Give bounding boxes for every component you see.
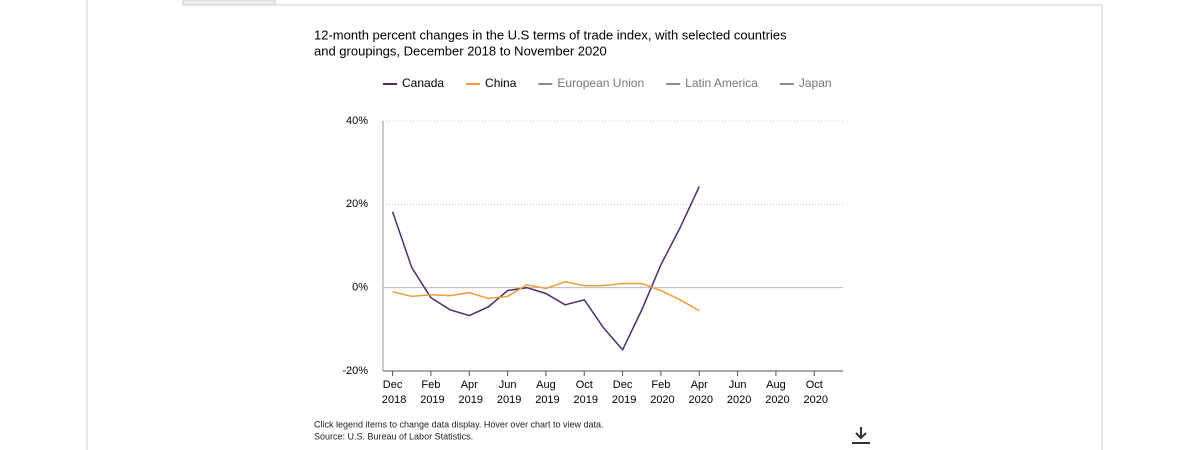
y-tick-label: 0% [352,282,368,294]
x-tick-label: Oct 2019 [570,379,598,406]
legend-item[interactable]: European Union [538,76,644,90]
x-tick-label: Jun 2019 [494,379,522,406]
x-tick-label: Dec 2019 [609,379,637,406]
x-tick-label: Apr 2019 [455,379,483,406]
legend-item[interactable]: Canada [383,76,444,90]
note: Source: U.S. Bureau of Labor Statistics. [314,431,473,441]
legend-item[interactable]: Japan [779,76,832,90]
legend-label: China [485,76,517,90]
x-tick-label: Dec 2018 [379,379,407,406]
y-tick-label: -20% [342,365,368,377]
x-tick-label: Jun 2020 [724,379,752,406]
legend-label: Japan [799,76,832,90]
note: Click legend items to change data displa… [314,419,603,429]
chart-title: 12-month percent changes in the U.S term… [314,27,787,42]
x-tick-label: Apr 2020 [685,379,713,406]
legend-item[interactable]: Latin America [666,76,758,90]
y-tick-label: 20% [346,198,368,210]
tab[interactable] [182,0,276,6]
series-line [391,186,700,352]
legend-item[interactable]: China [466,76,517,90]
x-tick-label: Feb 2019 [417,379,445,406]
series-line [392,281,700,312]
legend-label: European Union [557,76,644,90]
x-tick-label: Aug 2020 [762,379,790,406]
y-tick-label: 40% [346,115,368,127]
legend-label: Canada [402,76,444,90]
x-tick-label: Feb 2020 [647,379,675,406]
x-tick-label: Oct 2020 [800,379,828,406]
legend-label: Latin America [685,76,758,90]
chart-title: and groupings, December 2018 to November… [314,43,607,58]
download-icon[interactable] [852,427,870,444]
x-tick-label: Aug 2019 [532,379,560,406]
